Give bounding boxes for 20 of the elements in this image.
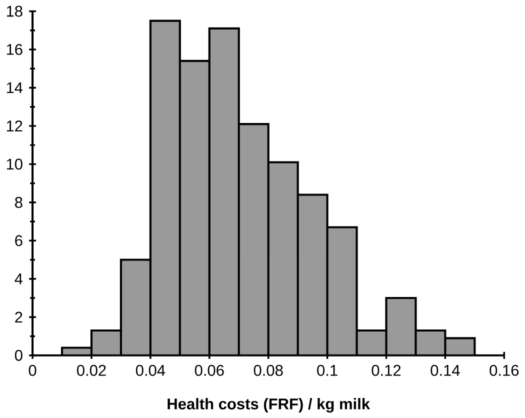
y-tick-label: 16 <box>6 44 22 55</box>
x-tick-label: 0.16 <box>490 364 519 376</box>
x-tick-label: 0.04 <box>136 364 166 376</box>
x-tick-label: 0.08 <box>254 364 283 376</box>
x-tick-label: 0.02 <box>76 364 106 376</box>
y-tick-label: 6 <box>15 235 22 246</box>
y-tick-label: 0 <box>14 350 22 361</box>
y-tick-label: 18 <box>6 6 22 17</box>
y-tick-label: 12 <box>6 120 22 132</box>
y-tick-label: 14 <box>6 82 23 93</box>
x-tick-label: 0 <box>28 364 36 376</box>
x-tick-label: 0.14 <box>430 364 460 376</box>
x-tick-label: 0.12 <box>372 364 401 376</box>
y-tick-label: 4 <box>14 273 23 284</box>
x-axis-title: Health costs (FRF) / kg milk <box>168 398 370 412</box>
y-tick-label: 10 <box>6 158 22 170</box>
y-tick-label: 8 <box>15 196 22 208</box>
x-tick-label: 0.06 <box>194 364 224 376</box>
x-tick-label: 0.1 <box>317 364 338 376</box>
y-tick-label: 2 <box>15 312 22 322</box>
